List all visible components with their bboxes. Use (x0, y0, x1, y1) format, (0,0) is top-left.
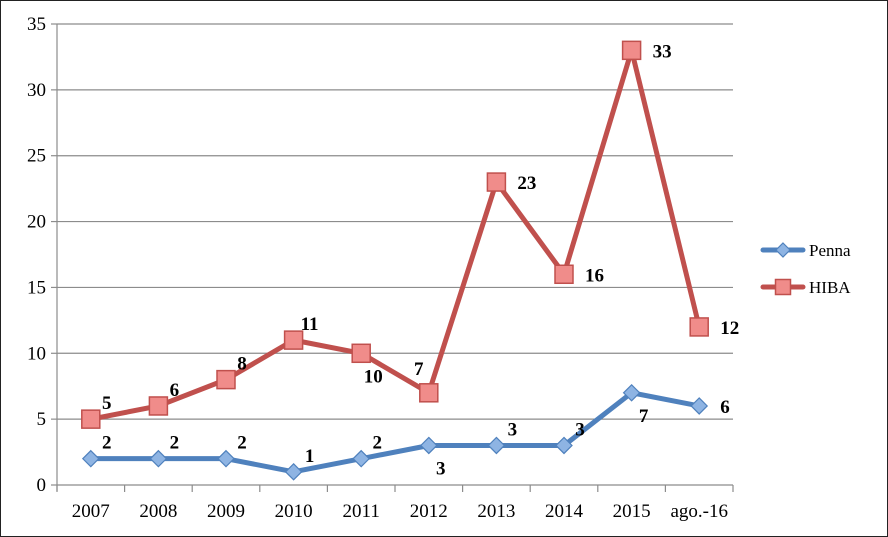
data-label-hiba: 12 (720, 318, 739, 339)
y-tick-label: 35 (27, 14, 46, 35)
data-point-hiba (419, 383, 439, 403)
x-axis-ticks: 2007 2008 2009 2010 2011 2012 2013 2014 2015 ago.… (56, 485, 734, 522)
data-point-penna (149, 449, 168, 468)
x-tick-label: 2008 (139, 501, 177, 522)
data-point-penna (419, 436, 438, 455)
legend: Penna HIBA (760, 241, 851, 297)
data-point-hiba (689, 317, 709, 337)
data-label-penna: 6 (720, 397, 730, 418)
data-point-hiba (351, 343, 371, 364)
y-tick-label: 20 (27, 212, 46, 233)
data-point-penna (81, 449, 100, 468)
data-label-hiba: 33 (653, 41, 672, 62)
data-point-hiba (774, 278, 792, 296)
y-tick-label: 0 (37, 475, 47, 496)
data-point-hiba (283, 330, 304, 350)
data-point-penna (555, 436, 573, 455)
series-line-penna (88, 390, 702, 475)
series-group (81, 40, 709, 481)
data-label-penna: 2 (170, 433, 180, 454)
data-label-penna: 2 (372, 433, 382, 454)
y-tick-label: 25 (27, 146, 46, 167)
data-point-penna (284, 462, 303, 481)
data-label-penna: 2 (102, 433, 112, 454)
data-point-penna (352, 449, 371, 468)
data-point-hiba (621, 40, 642, 61)
data-label-penna: 1 (305, 446, 315, 467)
data-label-penna: 3 (436, 458, 446, 479)
x-tick-label: ago.-16 (670, 501, 728, 522)
data-label-hiba: 7 (414, 359, 424, 380)
data-point-penna (622, 383, 641, 402)
x-tick-label: 2014 (545, 501, 584, 522)
y-tick-label: 5 (37, 409, 47, 430)
data-label-penna: 7 (639, 406, 649, 427)
data-label-hiba: 8 (237, 354, 247, 375)
x-tick-label: 2009 (207, 501, 245, 522)
gridlines (57, 23, 733, 420)
data-label-hiba: 16 (585, 265, 604, 286)
y-tick-label: 15 (27, 277, 46, 298)
data-label-penna: 3 (508, 419, 518, 440)
data-label-hiba: 10 (364, 366, 383, 387)
x-tick-label: 2010 (275, 501, 313, 522)
y-tick-label: 30 (27, 80, 46, 101)
data-label-hiba: 6 (170, 380, 180, 401)
data-point-penna (487, 436, 506, 455)
x-tick-label: 2013 (477, 501, 515, 522)
data-point-hiba (554, 264, 574, 285)
axes (56, 24, 733, 491)
data-label-penna: 3 (575, 419, 585, 440)
data-point-hiba (486, 172, 507, 192)
data-point-hiba (216, 369, 236, 390)
data-label-hiba: 23 (517, 173, 536, 194)
data-label-hiba: 5 (102, 393, 112, 414)
y-tick-label: 10 (27, 343, 46, 364)
x-tick-label: 2012 (410, 501, 448, 522)
data-label-hiba: 11 (301, 314, 319, 335)
series-line-hiba (88, 47, 702, 422)
data-point-penna (690, 397, 709, 415)
x-tick-label: 2007 (72, 501, 110, 522)
data-point-hiba (81, 409, 101, 429)
data-point-penna (775, 242, 791, 258)
data-point-hiba (148, 396, 169, 416)
data-label-penna: 2 (237, 433, 247, 454)
data-point-penna (217, 449, 235, 468)
x-tick-label: 2015 (613, 501, 651, 522)
y-axis-ticks: 0 5 10 15 20 25 30 35 (27, 14, 57, 496)
legend-label-hiba: HIBA (809, 278, 851, 297)
x-tick-label: 2011 (343, 501, 380, 522)
legend-label-penna: Penna (809, 241, 851, 260)
